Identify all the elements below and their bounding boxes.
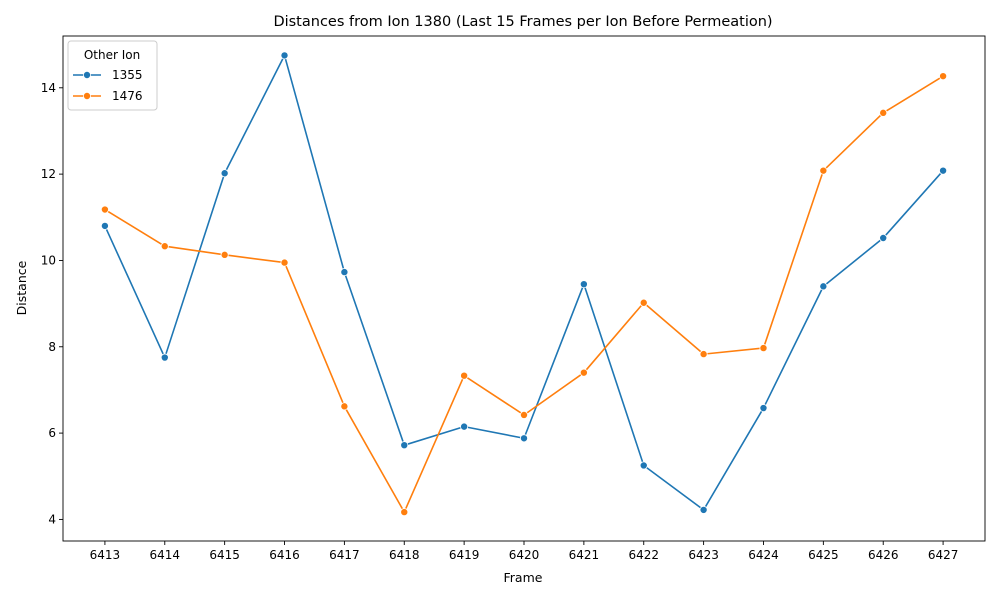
data-point-1355: [939, 166, 948, 175]
x-tick-label: 6415: [209, 548, 240, 562]
data-point-1476: [759, 344, 768, 353]
x-tick-label: 6425: [808, 548, 839, 562]
y-tick-label: 8: [48, 340, 56, 354]
data-point-1355: [220, 169, 229, 178]
x-tick-label: 6421: [569, 548, 600, 562]
legend: Other Ion 1355 1476: [67, 40, 158, 111]
legend-swatch-marker: [83, 71, 92, 80]
x-tick-label: 6418: [389, 548, 420, 562]
data-point-1476: [160, 242, 169, 251]
x-tick-label: 6422: [628, 548, 659, 562]
y-tick-label: 4: [48, 512, 56, 526]
data-point-1476: [340, 402, 349, 411]
data-point-1476: [699, 350, 708, 359]
data-point-1355: [520, 434, 529, 443]
x-tick-label: 6413: [90, 548, 121, 562]
x-tick-label: 6420: [509, 548, 540, 562]
data-point-1355: [699, 505, 708, 514]
legend-title: Other Ion: [84, 48, 140, 62]
data-point-1476: [400, 508, 409, 517]
y-tick-label: 6: [48, 426, 56, 440]
y-axis-title: Distance: [14, 260, 29, 315]
plot-area-frame: [62, 35, 986, 542]
series-line-1476: [104, 75, 944, 513]
x-tick-label: 6424: [748, 548, 779, 562]
data-point-1355: [759, 404, 768, 413]
data-point-1476: [819, 166, 828, 175]
legend-swatch-marker: [83, 92, 92, 101]
chart-title: Distances from Ion 1380 (Last 15 Frames …: [273, 14, 772, 30]
x-tick-label: 6423: [688, 548, 719, 562]
data-point-1476: [100, 205, 109, 214]
legend-entries: 1355 1476: [73, 68, 143, 103]
data-point-1476: [639, 298, 648, 307]
data-point-1355: [879, 233, 888, 242]
x-axis: 6413 6414 6415 6416 6417 6418 6419 6420 6421 6422…: [90, 541, 959, 562]
x-axis-title: Frame: [504, 570, 543, 585]
data-point-1355: [100, 221, 109, 230]
data-point-1355: [819, 282, 828, 291]
data-point-1355: [639, 461, 648, 470]
data-point-1476: [939, 72, 948, 81]
x-tick-label: 6416: [269, 548, 300, 562]
x-tick-label: 6414: [150, 548, 181, 562]
x-tick-label: 6419: [449, 548, 480, 562]
data-point-1476: [460, 371, 469, 380]
data-point-1476: [879, 108, 888, 117]
data-point-1355: [460, 422, 469, 431]
y-tick-label: 14: [41, 81, 56, 95]
x-tick-label: 6427: [928, 548, 959, 562]
y-tick-label: 10: [41, 253, 56, 267]
x-tick-label: 6417: [329, 548, 360, 562]
data-point-1355: [160, 353, 169, 362]
data-point-1355: [400, 441, 409, 450]
plot-marks: [100, 51, 948, 517]
legend-label: 1476: [112, 89, 143, 103]
data-point-1476: [520, 410, 529, 419]
legend-label: 1355: [112, 68, 143, 82]
x-tick-label: 6426: [868, 548, 899, 562]
data-point-1476: [280, 258, 289, 267]
data-point-1355: [340, 268, 349, 277]
data-point-1355: [579, 280, 588, 289]
y-tick-label: 12: [41, 167, 56, 181]
y-axis: 4 6 8 10 12 14: [41, 81, 63, 526]
data-point-1355: [280, 51, 289, 60]
legend-box: [67, 40, 158, 111]
data-point-1476: [220, 250, 229, 259]
data-point-1476: [579, 368, 588, 377]
